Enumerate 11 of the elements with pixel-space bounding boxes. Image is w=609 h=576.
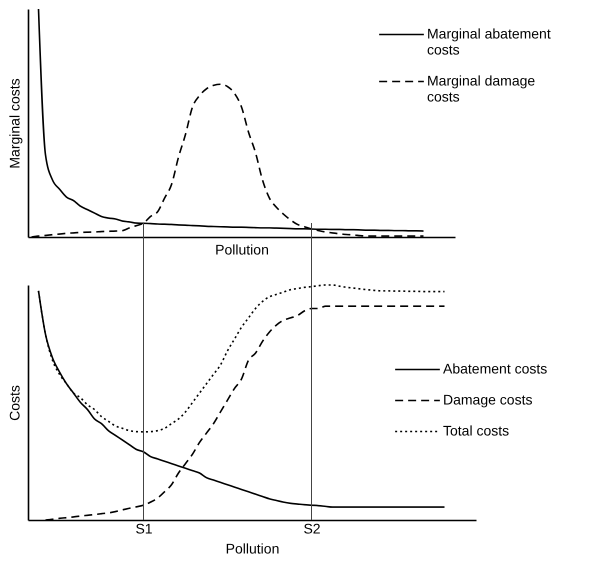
legend-label: Abatement costs	[443, 360, 548, 376]
x-tick-label: S1	[135, 520, 153, 536]
legend-label: Marginal damage costs	[427, 72, 536, 104]
legend-label: Total costs	[443, 422, 510, 438]
x-axis-title: Pollution	[215, 242, 269, 258]
x-axis-title: Pollution	[226, 540, 280, 556]
y-axis-title: Marginal costs	[6, 78, 22, 169]
x-tick-label: S2	[303, 520, 321, 536]
y-axis-title: Costs	[6, 385, 22, 421]
legend-label: Damage costs	[443, 392, 532, 408]
legend-label: Marginal abatement costs	[427, 26, 551, 58]
